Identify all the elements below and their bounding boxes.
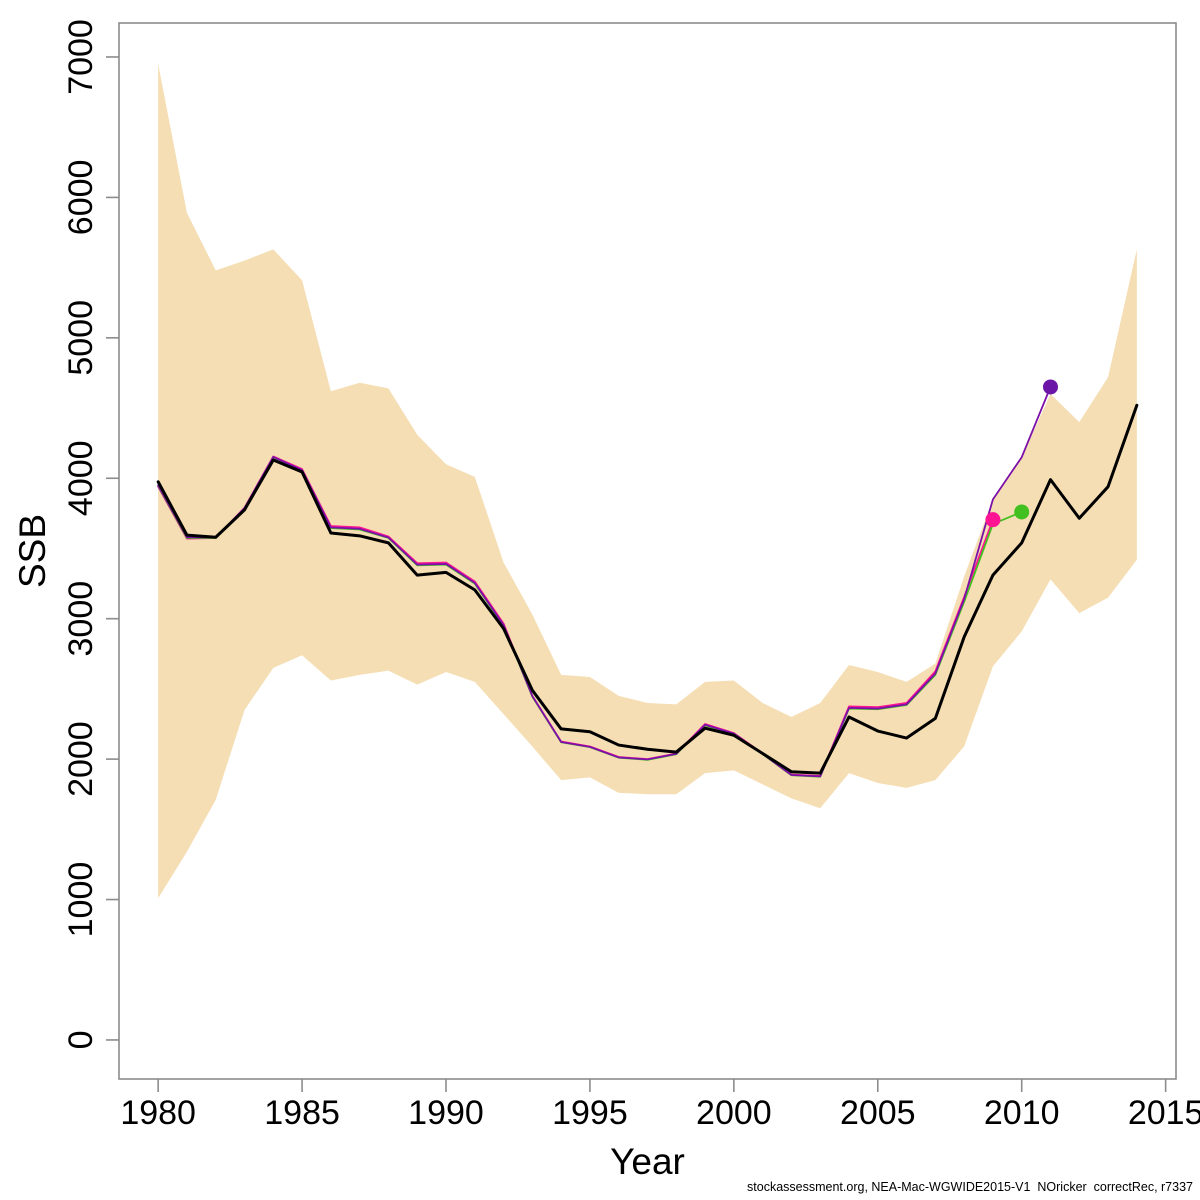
retro-2010-endpoint [1014,504,1030,520]
plot-frame [118,22,1177,1080]
y-axis-tick-label: 3000 [62,581,100,657]
x-axis-tick-label: 2010 [984,1094,1060,1132]
x-axis-tick-label: 1995 [552,1094,628,1132]
y-axis-tick-label: 1000 [62,862,100,938]
x-axis-tick-label: 2005 [840,1094,916,1132]
footer-credit: stockassessment.org, NEA-Mac-WGWIDE2015-… [747,1180,1193,1194]
y-axis-tick-label: 0 [62,1031,100,1050]
ssb-estimate-line [156,403,1139,775]
x-axis-tick-label: 2000 [696,1094,772,1132]
y-axis-tick-label: 6000 [62,160,100,236]
retro-2011-endpoint [1042,379,1058,395]
x-axis-title: Year [610,1141,685,1182]
y-axis-tick-label: 7000 [62,19,100,95]
y-axis-tick-label: 4000 [62,440,100,516]
y-axis-tick-label: 2000 [62,721,100,797]
confidence-band [158,64,1137,899]
retro-2009-endpoint [985,512,1001,528]
x-axis-tick-label: 1990 [408,1094,484,1132]
y-axis-title: SSB [12,514,53,588]
y-axis-tick-label: 5000 [62,300,100,376]
x-axis-tick-label: 1985 [264,1094,340,1132]
x-axis-tick-label: 2015 [1128,1094,1200,1132]
x-axis-tick-label: 1980 [120,1094,196,1132]
